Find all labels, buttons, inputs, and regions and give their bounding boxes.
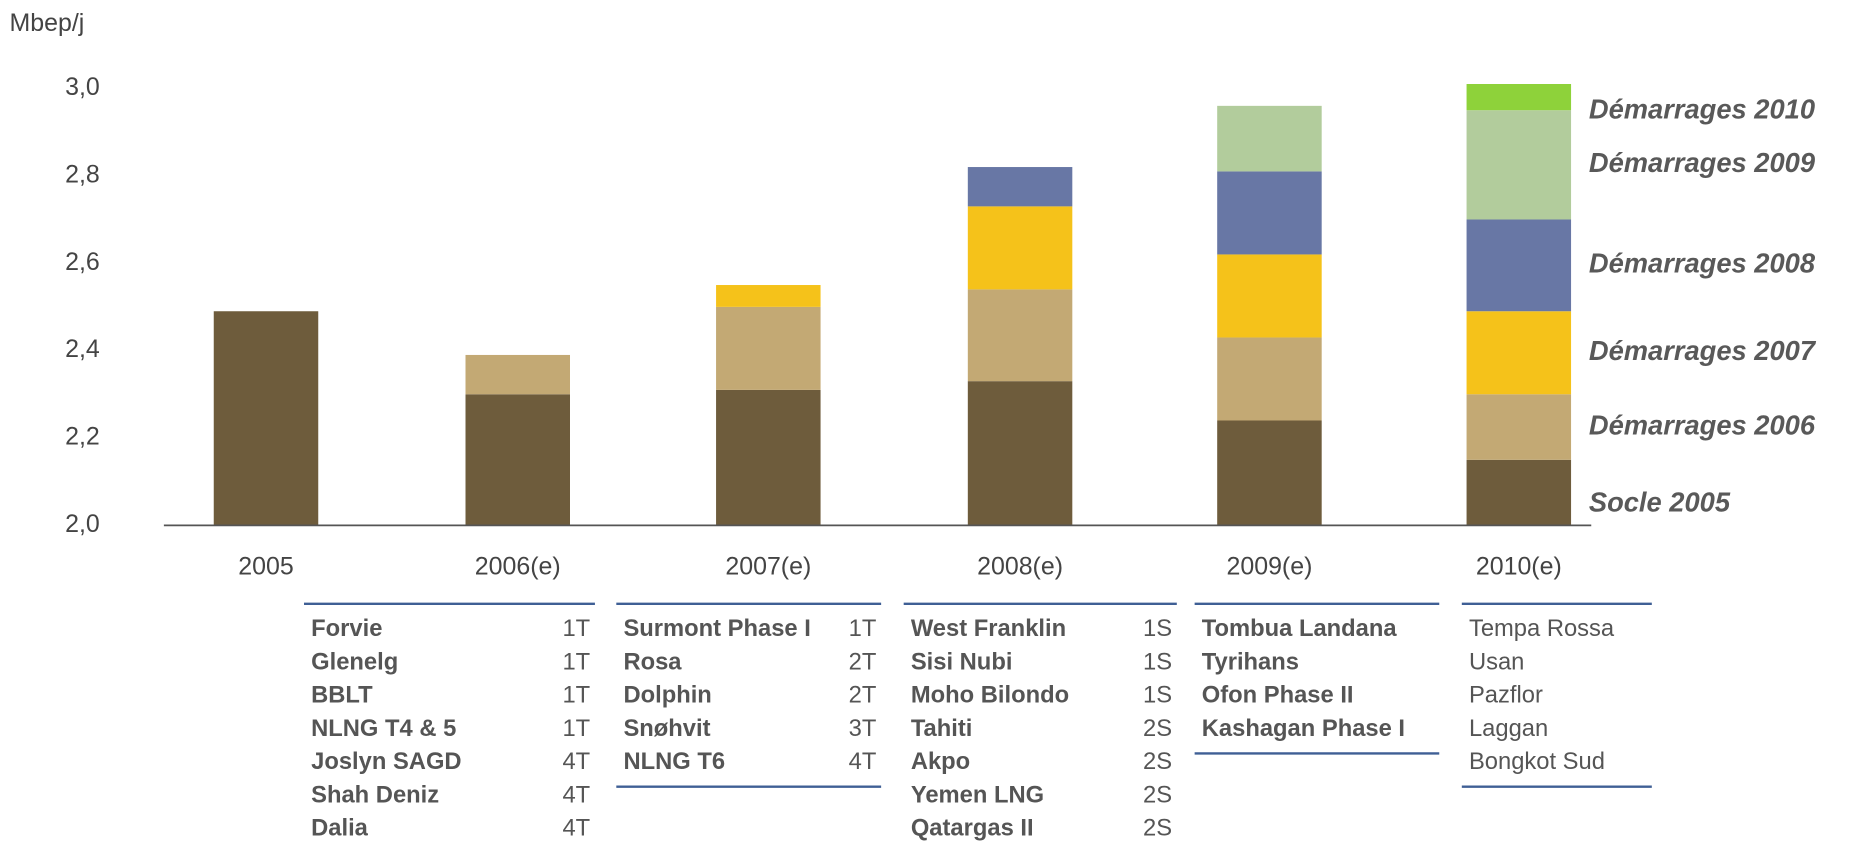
project-name: Sisi Nubi (911, 648, 1013, 675)
project-code: 1S (1143, 682, 1172, 709)
bar-segment (1466, 311, 1572, 395)
project-code: 1T (562, 715, 590, 742)
bar-segment (1466, 459, 1572, 526)
project-code: 2S (1143, 715, 1172, 742)
bar-segment (1217, 171, 1322, 255)
bar-segment (1217, 420, 1322, 526)
bar-segment (1466, 84, 1572, 111)
y-tick-label: 2,0 (65, 510, 100, 538)
project-name: Tahiti (911, 715, 973, 742)
legend-label: Démarrages 2010 (1589, 94, 1815, 125)
project-code: 4T (849, 748, 877, 775)
legend-label: Socle 2005 (1589, 487, 1731, 518)
bar-segment (967, 206, 1073, 290)
project-name: NLNG T4 & 5 (311, 715, 456, 742)
project-code: 2S (1143, 815, 1172, 842)
bar-segment (967, 167, 1073, 207)
project-name: Akpo (911, 748, 970, 775)
legend-label: Démarrages 2008 (1589, 248, 1816, 279)
project-code: 2S (1143, 748, 1172, 775)
bar-segment (967, 289, 1073, 382)
y-tick-label: 2,4 (65, 335, 100, 363)
project-name: Surmont Phase I (623, 615, 810, 642)
project-name: Moho Bilondo (911, 682, 1069, 709)
project-code: 1T (562, 648, 590, 675)
project-code: 1T (562, 682, 590, 709)
project-name: Glenelg (311, 648, 398, 675)
project-name: Snøhvit (623, 715, 710, 742)
project-name: NLNG T6 (623, 748, 725, 775)
project-code: 4T (562, 748, 590, 775)
bar-segment (716, 389, 821, 526)
x-tick-label: 2009(e) (1226, 553, 1312, 581)
y-axis-label: Mbep/j (10, 9, 85, 37)
bar-segment (1466, 219, 1572, 312)
project-name: Joslyn SAGD (311, 748, 461, 775)
bar-segment (716, 285, 821, 307)
bar-segment (1217, 254, 1322, 338)
project-code: 2S (1143, 781, 1172, 808)
project-name: Rosa (623, 648, 682, 675)
x-tick-label: 2007(e) (725, 553, 811, 581)
project-code: 1T (849, 615, 877, 642)
project-code: 3T (849, 715, 877, 742)
project-code: 2T (849, 648, 877, 675)
project-code: 1T (562, 615, 590, 642)
project-name: Tyrihans (1202, 648, 1299, 675)
y-tick-label: 3,0 (65, 73, 100, 101)
x-tick-label: 2008(e) (977, 553, 1063, 581)
x-tick-label: 2006(e) (475, 553, 561, 581)
bar-segment (465, 394, 570, 526)
project-name: West Franklin (911, 615, 1066, 642)
project-name: Shah Deniz (311, 781, 439, 808)
y-tick-label: 2,8 (65, 160, 100, 188)
project-name: Usan (1469, 648, 1524, 675)
bar-segment (465, 354, 570, 395)
project-code: 4T (562, 781, 590, 808)
project-name: Tombua Landana (1202, 615, 1398, 642)
project-code: 2T (849, 682, 877, 709)
project-name: Ofon Phase II (1202, 682, 1354, 709)
project-name: BBLT (311, 682, 373, 709)
legend-label: Démarrages 2006 (1589, 409, 1816, 440)
project-name: Dalia (311, 815, 369, 842)
bar-segment (716, 306, 821, 390)
project-code: 1S (1143, 648, 1172, 675)
project-name: Tempa Rossa (1469, 615, 1615, 642)
project-name: Laggan (1469, 715, 1548, 742)
legend-label: Démarrages 2007 (1589, 335, 1817, 366)
y-tick-label: 2,6 (65, 248, 100, 276)
project-name: Dolphin (623, 682, 711, 709)
project-code: 1S (1143, 615, 1172, 642)
x-tick-label: 2010(e) (1476, 553, 1562, 581)
bar-segment (1466, 394, 1572, 460)
x-tick-label: 2005 (238, 553, 293, 581)
bar-segment (967, 381, 1073, 526)
project-name: Forvie (311, 615, 382, 642)
project-name: Yemen LNG (911, 781, 1044, 808)
bar-segment (1217, 105, 1322, 172)
y-tick-label: 2,2 (65, 423, 100, 451)
project-name: Pazflor (1469, 682, 1543, 709)
project-name: Qatargas II (911, 815, 1034, 842)
bar-segment (213, 311, 319, 526)
project-code: 4T (562, 815, 590, 842)
legend-label: Démarrages 2009 (1589, 147, 1816, 178)
bar-segment (1217, 337, 1322, 421)
bar-segment (1466, 110, 1572, 220)
project-name: Kashagan Phase I (1202, 715, 1405, 742)
project-name: Bongkot Sud (1469, 748, 1605, 775)
